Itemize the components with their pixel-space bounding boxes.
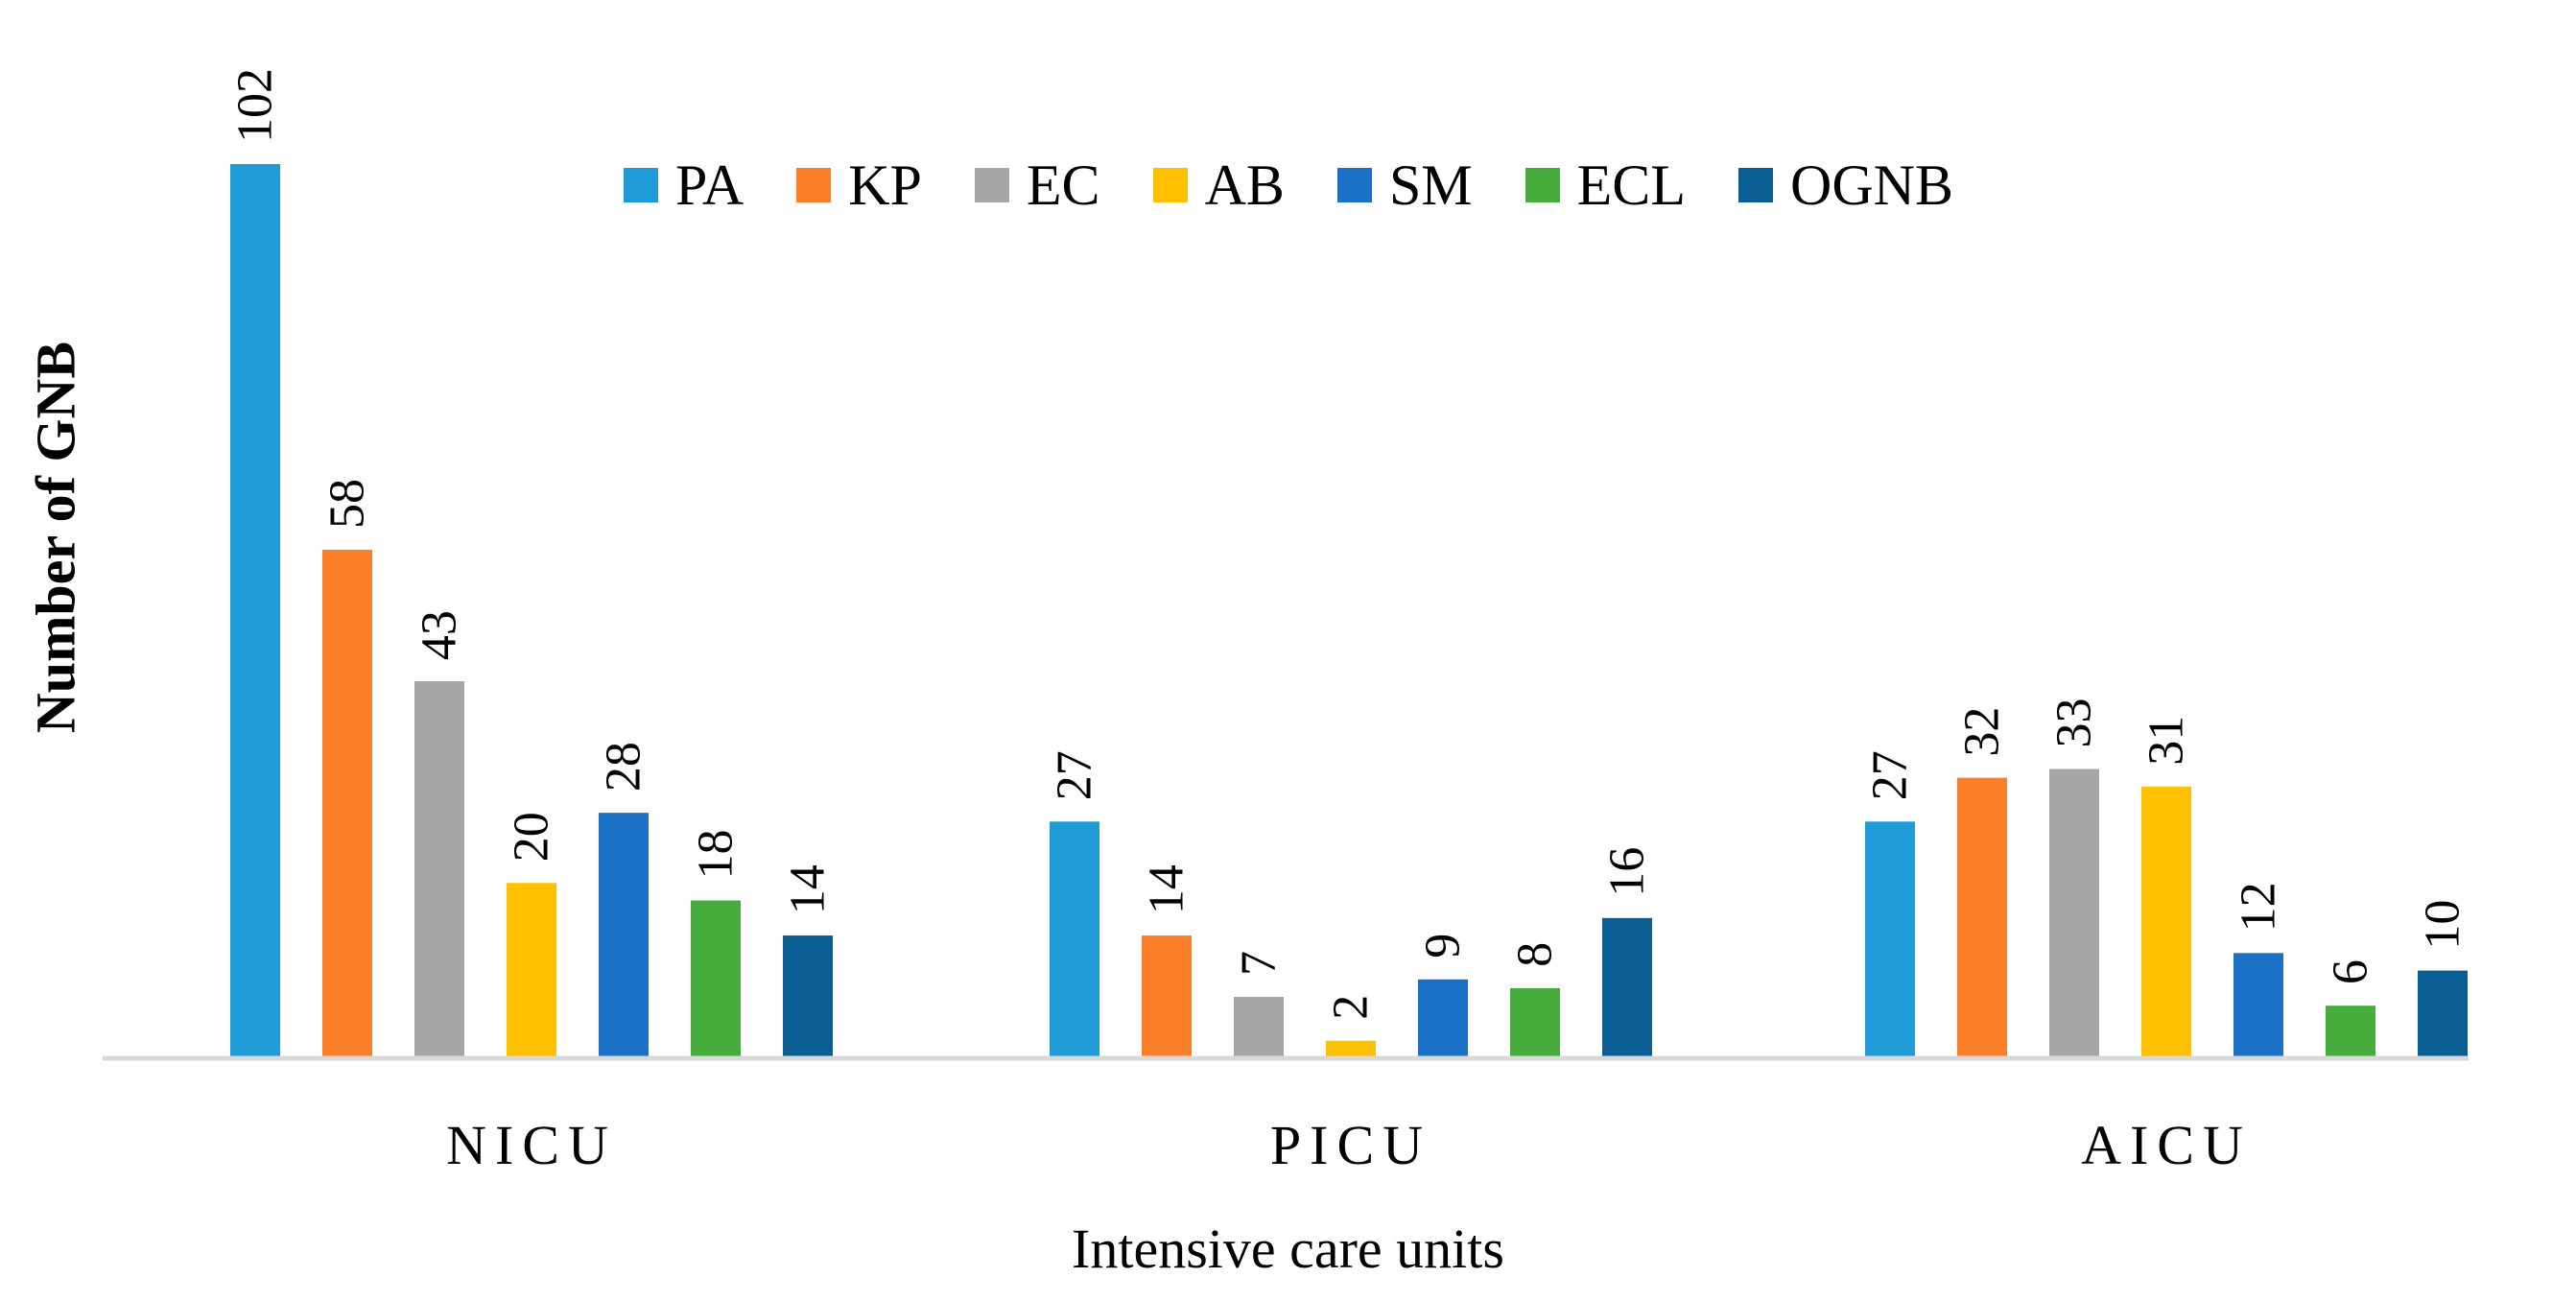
- bar-picu-ecl: [1510, 987, 1560, 1058]
- value-label-nicu-pa: 102: [228, 68, 283, 143]
- bar-picu-ec: [1234, 997, 1284, 1058]
- value-label-nicu-kp: 58: [320, 479, 375, 529]
- bar-picu-ognb: [1602, 917, 1652, 1058]
- category-label-picu: PICU: [1270, 1114, 1431, 1176]
- value-label-nicu-ognb: 14: [781, 864, 836, 914]
- bar-picu-pa: [1050, 821, 1099, 1058]
- value-label-picu-kp: 14: [1140, 864, 1194, 914]
- category-label-nicu: NICU: [446, 1114, 617, 1176]
- bars-layer: [230, 164, 2468, 1058]
- legend-swatch-ab: [1152, 168, 1188, 202]
- value-label-picu-ognb: 16: [1600, 847, 1655, 897]
- bar-picu-ab: [1326, 1040, 1376, 1058]
- value-label-nicu-sm: 28: [597, 742, 651, 792]
- bar-aicu-kp: [1957, 777, 2007, 1058]
- value-label-aicu-ec: 33: [2047, 698, 2102, 747]
- bar-nicu-ognb: [783, 935, 833, 1058]
- category-label-aicu: AICU: [2081, 1114, 2252, 1176]
- bar-nicu-pa: [230, 164, 280, 1058]
- value-label-aicu-ognb: 10: [2416, 900, 2470, 950]
- legend-swatch-ecl: [1524, 168, 1560, 202]
- value-label-picu-ec: 7: [1232, 951, 1287, 976]
- bar-nicu-ab: [507, 883, 556, 1058]
- legend-label-ognb: OGNB: [1789, 154, 1953, 217]
- x-axis-label: Intensive care units: [1072, 1218, 1504, 1280]
- legend-label-ab: AB: [1204, 154, 1285, 217]
- y-axis-label: Number of GNB: [24, 341, 87, 734]
- legend-swatch-pa: [624, 168, 658, 202]
- value-label-aicu-pa: 27: [1863, 750, 1918, 800]
- legend-label-pa: PA: [675, 154, 744, 217]
- bar-nicu-kp: [322, 550, 372, 1058]
- bar-nicu-sm: [599, 813, 649, 1058]
- value-label-picu-ab: 2: [1324, 995, 1379, 1020]
- bar-nicu-ec: [414, 681, 464, 1058]
- bar-aicu-ec: [2049, 769, 2099, 1058]
- legend-label-sm: SM: [1388, 154, 1473, 217]
- value-label-nicu-ab: 20: [505, 812, 559, 862]
- bar-aicu-pa: [1865, 821, 1915, 1058]
- bar-aicu-ab: [2141, 786, 2191, 1058]
- legend-swatch-sm: [1336, 168, 1372, 202]
- bar-aicu-ognb: [2418, 970, 2468, 1058]
- legend-item-ab: AB: [1152, 154, 1285, 217]
- legend-item-sm: SM: [1336, 154, 1473, 217]
- value-label-aicu-sm: 12: [2232, 882, 2286, 932]
- value-label-picu-sm: 9: [1416, 934, 1471, 958]
- value-label-aicu-ecl: 6: [2324, 959, 2378, 984]
- legend-swatch-kp: [796, 168, 832, 202]
- category-labels-layer: NICU PICU AICU: [446, 1114, 2252, 1176]
- bar-aicu-sm: [2233, 953, 2283, 1058]
- value-label-picu-ecl: 8: [1508, 942, 1563, 967]
- legend-item-kp: KP: [796, 156, 922, 214]
- legend-label-kp: KP: [848, 154, 922, 217]
- value-label-nicu-ec: 43: [413, 610, 467, 660]
- bar-aicu-ecl: [2326, 1005, 2375, 1058]
- legend-swatch-ec: [974, 168, 1009, 202]
- value-label-picu-pa: 27: [1048, 750, 1102, 800]
- value-labels-layer: 102 58 43 20 28 18 14 27 14 7 2 9 8 16 27 32 33 31 12 6 10: [228, 68, 2470, 1020]
- legend-label-ec: EC: [1026, 154, 1100, 217]
- legend-item-ognb: OGNB: [1737, 154, 1953, 217]
- value-label-aicu-ab: 31: [2139, 716, 2194, 766]
- legend: PA KP EC AB SM ECL OGNB: [624, 156, 2006, 214]
- value-label-aicu-kp: 32: [1955, 707, 2010, 757]
- value-label-nicu-ecl: 18: [689, 830, 744, 880]
- bar-nicu-ecl: [691, 900, 741, 1058]
- legend-label-ecl: ECL: [1576, 154, 1686, 217]
- legend-swatch-ognb: [1737, 168, 1773, 202]
- bar-picu-sm: [1418, 979, 1468, 1058]
- legend-item-ec: EC: [974, 154, 1100, 217]
- legend-item-ecl: ECL: [1524, 154, 1686, 217]
- legend-item-pa: PA: [624, 156, 744, 214]
- bar-picu-kp: [1142, 935, 1192, 1058]
